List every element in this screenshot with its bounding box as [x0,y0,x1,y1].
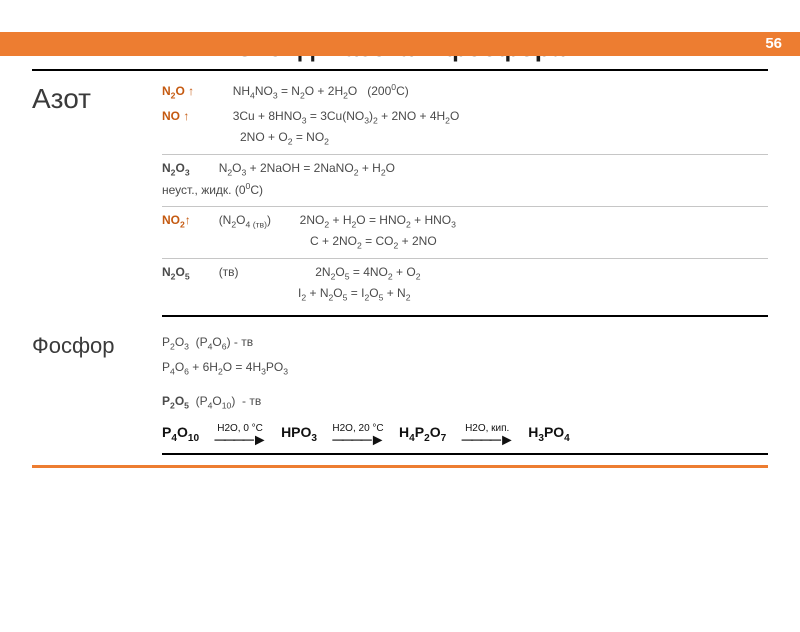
phosphorus-bottom-rule [162,453,768,455]
section-nitrogen: Азот N2O ↑ NH4NO3 = N2O + 2H2O (2000C) N… [32,75,768,327]
lead-no: NO ↑ [162,107,204,126]
scheme-node-1: HPO3 [281,422,317,446]
scheme-arrow-1: H2O, 20 °C ────► [323,421,393,447]
page-number-bar: 56 [0,32,800,56]
p4o6-eq: P4O6 + 6H2O = 4H3PO3 [162,360,288,374]
eq-no-extra: 2NO + O2 = NO2 [162,128,768,149]
scheme-arrow-0: H2O, 0 °C ────► [205,421,275,447]
page-number: 56 [765,35,782,52]
n2o3-note: неуст., жидк. (00C) [162,180,768,200]
lead-n2o: N2O ↑ [162,82,204,103]
p2o3-line: P2O3 (P4O6) - тв [162,335,253,349]
row-p2o3: P2O3 (P4O6) - тв [162,331,768,356]
scheme-node-3: H3PO4 [528,422,570,446]
eq-n2o5: 2N2O5 = 4NO2 + O2 [315,265,420,279]
row-n2o: N2O ↑ NH4NO3 = N2O + 2H2O (2000C) [162,79,768,105]
phosphorus-table: P2O3 (P4O6) - тв P4O6 + 6H2O = 4H3PO3 P2… [162,331,768,456]
scheme-node-0: P4O10 [162,422,199,446]
lead-n2o5: N2O5 [162,263,204,284]
spacer [162,380,768,390]
no2-note: (N2O4 (тв)) [219,213,271,227]
phosphorus-label: Фосфор [32,331,162,359]
row-n2o5: N2O5 (тв) 2N2O5 = 4NO2 + O2 I2 + N2O5 = … [162,261,768,307]
nitrogen-label: Азот [32,79,162,115]
row-p2o5: P2O5 (P4O10) - тв [162,390,768,415]
eq-n2o3: N2O3 + 2NaOH = 2NaNO2 + H2O [219,161,395,175]
lead-n2o3: N2O3 [162,159,204,180]
content-area: Азот N2O ↑ NH4NO3 = N2O + 2H2O (2000C) N… [32,75,768,461]
eq-n2o5-extra: I2 + N2O5 = I2O5 + N2 [162,284,768,305]
arrow-icon: ────► [462,435,513,448]
row-n2o3: N2O3 N2O3 + 2NaOH = 2NaNO2 + H2O неуст.,… [162,157,768,206]
n2o5-note: (тв) [219,265,239,279]
footer-rule [32,465,768,468]
nitrogen-bottom-rule [162,315,768,317]
row-no2: NO2↑ (N2O4 (тв)) 2NO2 + H2O = HNO2 + HNO… [162,209,768,260]
eq-no2: 2NO2 + H2O = HNO2 + HNO3 [300,213,456,227]
row-no: NO ↑ 3Cu + 8HNO3 = 3Cu(NO3)2 + 2NO + 4H2… [162,105,768,156]
section-phosphorus: Фосфор P2O3 (P4O6) - тв P4O6 + 6H2O = 4H… [32,327,768,462]
row-p4o6-eq: P4O6 + 6H2O = 4H3PO3 [162,356,768,381]
arrow-icon: ────► [332,435,383,448]
nitrogen-table: N2O ↑ NH4NO3 = N2O + 2H2O (2000C) NO ↑ 3… [162,79,768,321]
scheme-node-2: H4P2O7 [399,422,446,446]
p2o5-line: P2O5 (P4O10) - тв [162,394,261,408]
title-rule [32,69,768,71]
eq-n2o: NH4NO3 = N2O + 2H2O (2000C) [233,84,409,98]
eq-no2-extra: C + 2NO2 = CO2 + 2NO [162,232,768,253]
arrow-icon: ────► [214,435,265,448]
scheme-arrow-2: H2O, кип. ────► [452,421,522,447]
eq-no: 3Cu + 8HNO3 = 3Cu(NO3)2 + 2NO + 4H2O [233,109,460,123]
reaction-scheme: P4O10 H2O, 0 °C ────► HPO3 H2O, 20 °C ──… [162,421,768,447]
lead-no2: NO2↑ [162,211,204,232]
